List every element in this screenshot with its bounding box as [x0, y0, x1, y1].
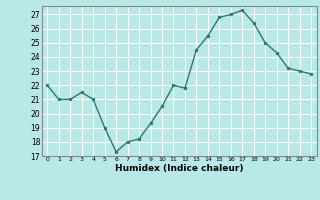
X-axis label: Humidex (Indice chaleur): Humidex (Indice chaleur) [115, 164, 244, 173]
